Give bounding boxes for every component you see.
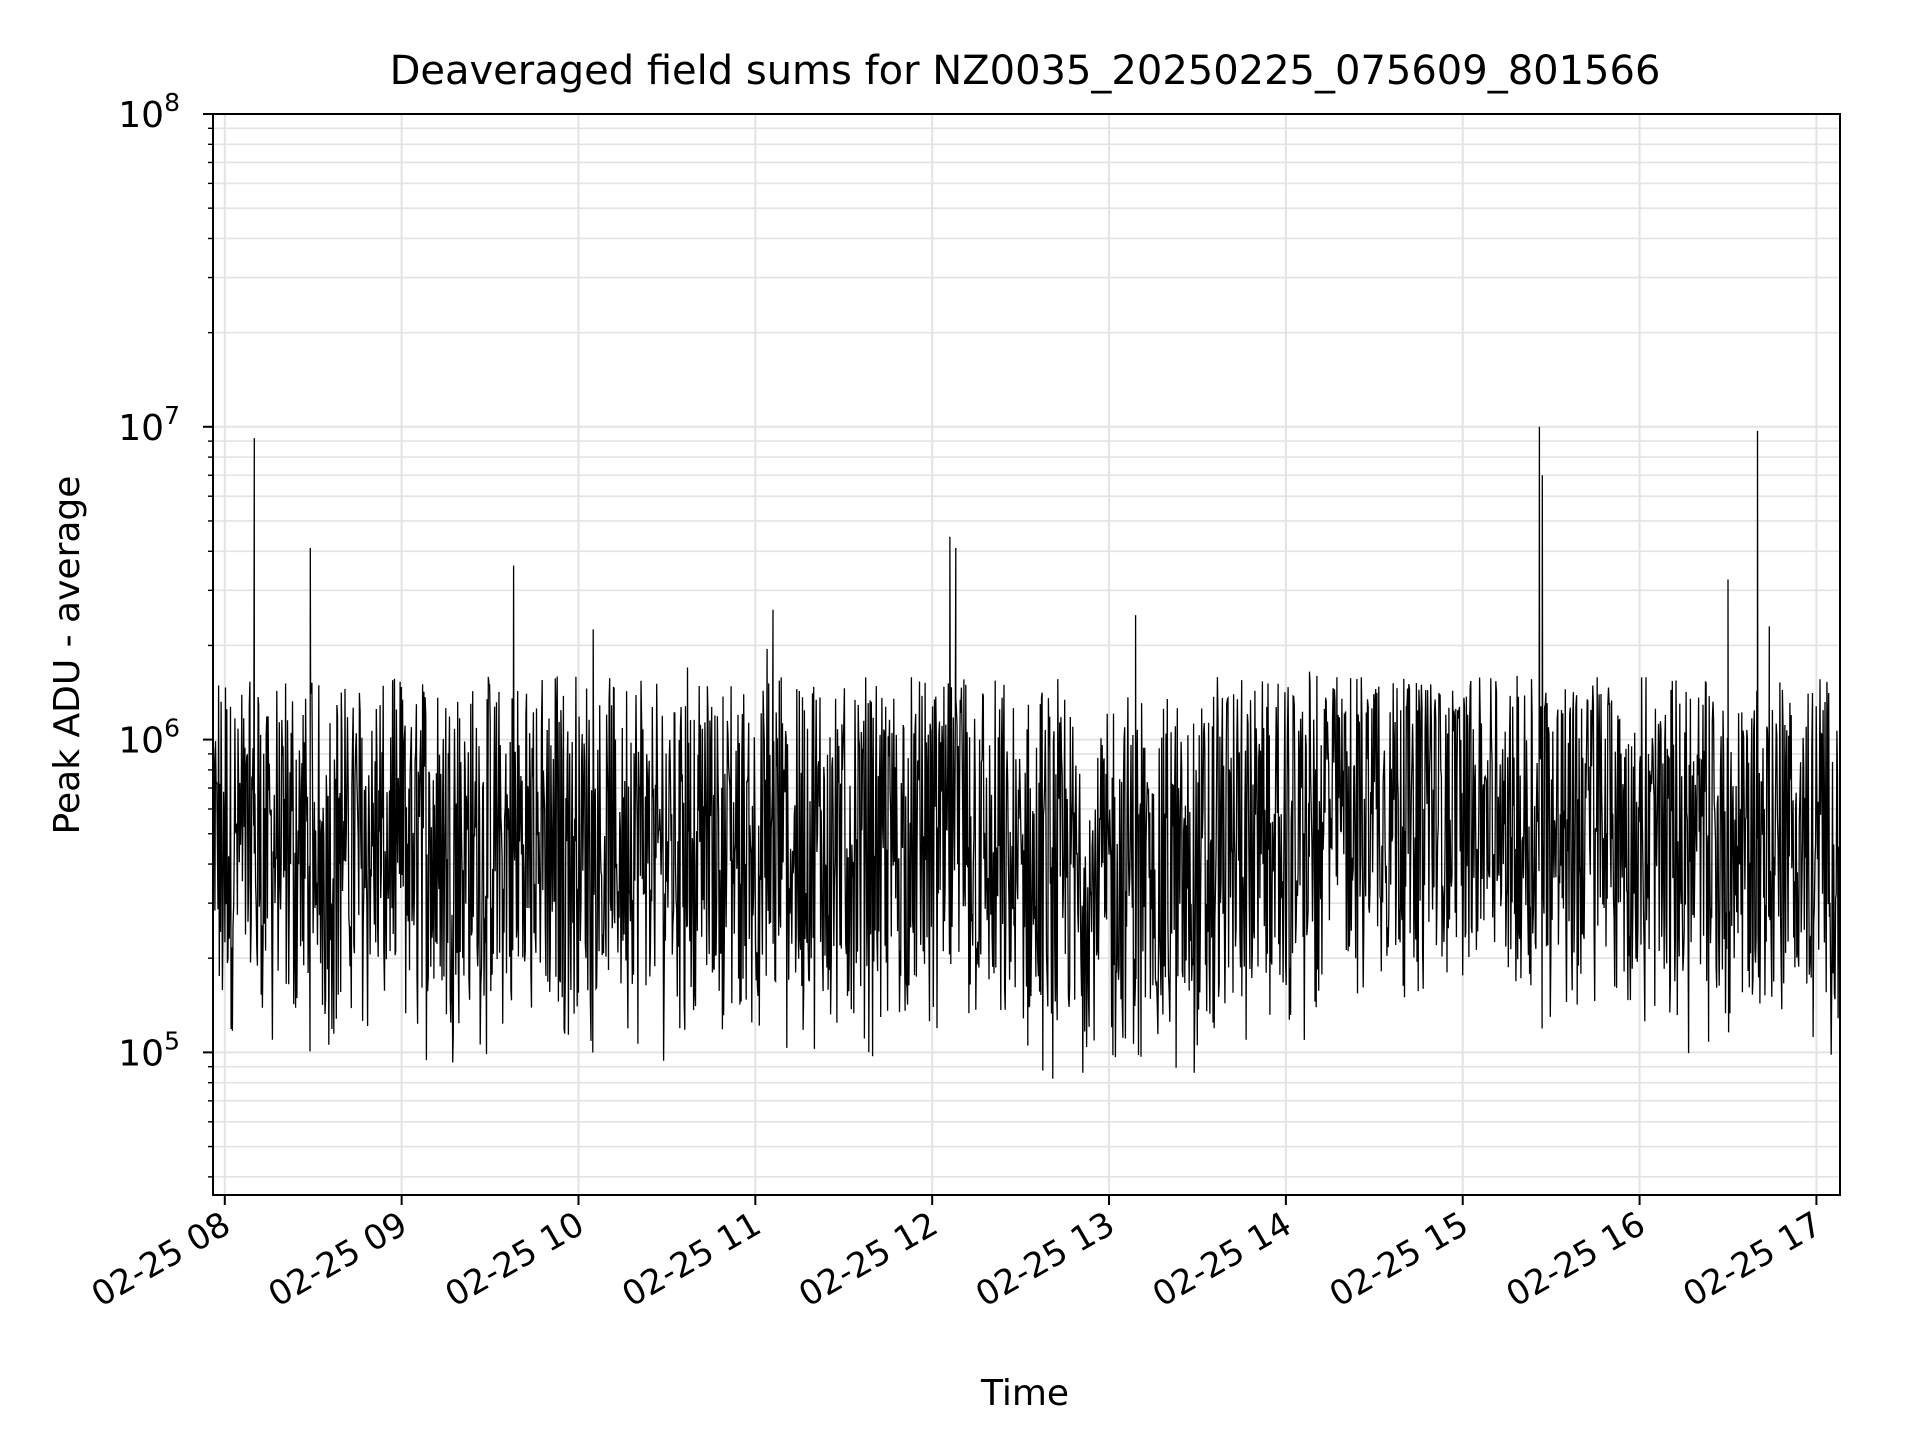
y-tick-label-base: 10 bbox=[118, 408, 164, 449]
grid bbox=[213, 113, 1840, 1195]
y-tick-label: 107 bbox=[118, 401, 180, 449]
y-axis-label: Peak ADU - average bbox=[47, 476, 88, 835]
x-tick-label: 02-25 12 bbox=[792, 1204, 944, 1315]
y-tick-label-exponent: 8 bbox=[164, 88, 180, 117]
x-tick-label: 02-25 11 bbox=[615, 1204, 767, 1315]
y-tick-label: 108 bbox=[118, 88, 180, 136]
series-line bbox=[212, 426, 1841, 1079]
x-tick-label: 02-25 16 bbox=[1500, 1204, 1652, 1315]
x-axis-ticks: 02-25 08 02-25 09 02-25 10 02-25 11 02-25 12… bbox=[85, 1195, 1829, 1315]
y-tick-label-base: 10 bbox=[118, 721, 164, 762]
y-tick-label-exponent: 5 bbox=[164, 1026, 180, 1055]
x-tick-label: 02-25 09 bbox=[262, 1204, 414, 1315]
y-tick-label-exponent: 7 bbox=[164, 401, 180, 430]
x-tick-label: 02-25 13 bbox=[969, 1204, 1121, 1315]
x-tick-label: 02-25 08 bbox=[85, 1204, 237, 1315]
x-tick-label: 02-25 15 bbox=[1323, 1204, 1475, 1315]
x-axis-label: Time bbox=[980, 1373, 1069, 1414]
plot-frame bbox=[212, 113, 1841, 1196]
y-tick-label: 106 bbox=[118, 714, 180, 762]
x-tick-label: 02-25 10 bbox=[439, 1204, 591, 1315]
x-tick-label: 02-25 17 bbox=[1677, 1204, 1829, 1315]
y-tick-label-exponent: 6 bbox=[164, 714, 180, 743]
x-tick-label: 02-25 14 bbox=[1146, 1204, 1298, 1315]
y-tick-label-base: 10 bbox=[118, 95, 164, 136]
y-tick-label: 105 bbox=[118, 1026, 180, 1074]
series-layer bbox=[212, 426, 1841, 1079]
chart-title: Deaveraged field sums for NZ0035_2025022… bbox=[390, 48, 1661, 94]
y-tick-label-base: 10 bbox=[118, 1033, 164, 1074]
